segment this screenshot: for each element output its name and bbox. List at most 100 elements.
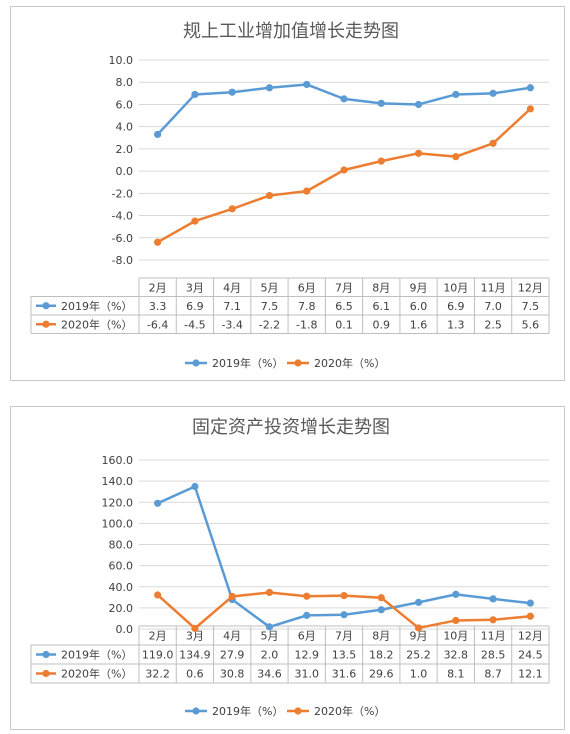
legend-label: 2020年（%） [314, 356, 385, 370]
x-category-label: 5月 [260, 630, 278, 643]
data-point [340, 611, 348, 619]
data-point [340, 166, 348, 174]
legend-marker [192, 359, 200, 367]
table-value: 6.9 [447, 300, 465, 313]
x-category-label: 7月 [335, 630, 353, 643]
data-point [191, 624, 199, 632]
data-point [154, 130, 162, 139]
table-value: 12.9 [294, 649, 319, 662]
data-point [303, 611, 311, 619]
data-point [303, 592, 311, 600]
x-category-label: 9月 [410, 281, 428, 294]
y-tick-label: 80.0 [109, 539, 134, 552]
chart-title: 规上工业增加值增长走势图 [183, 21, 399, 42]
data-point [452, 616, 460, 625]
table-value: -3.4 [221, 318, 242, 331]
table-value: 0.6 [186, 668, 204, 681]
legend-label: 2020年（%） [314, 704, 385, 718]
data-point [526, 612, 534, 620]
data-point [191, 217, 199, 225]
table-value: 24.5 [518, 649, 543, 662]
table-value: -4.5 [184, 318, 205, 331]
series-line-2 [156, 107, 532, 244]
table-value: 7.8 [298, 300, 316, 313]
table-value: 32.2 [145, 668, 170, 681]
table-value: 31.0 [294, 668, 319, 681]
table-legend-marker [42, 302, 50, 310]
y-tick-label: -6.0 [112, 232, 133, 245]
table-series-name: 2020年（%） [61, 667, 132, 681]
data-point [340, 592, 348, 600]
data-point [303, 187, 311, 195]
data-point [526, 84, 534, 92]
data-point [489, 139, 497, 147]
table-value: 18.2 [369, 649, 394, 662]
x-category-label: 2月 [149, 281, 167, 294]
table-value: 8.7 [484, 668, 502, 681]
data-point [452, 590, 460, 598]
table-value: 27.9 [220, 649, 245, 662]
data-point [377, 157, 385, 165]
table-value: 7.5 [522, 300, 540, 313]
table-value: 2.0 [261, 649, 279, 662]
table-series-name: 2019年（%） [61, 648, 132, 662]
data-point [154, 238, 162, 246]
table-value: 6.9 [186, 300, 204, 313]
table-legend-marker [42, 650, 50, 659]
table-legend-marker [42, 669, 50, 678]
table-value: 8.1 [447, 668, 465, 681]
y-tick-label: 160.0 [102, 454, 134, 467]
table-value: 30.8 [220, 668, 245, 681]
y-tick-label: -4.0 [112, 210, 133, 223]
table-value: 28.5 [481, 649, 506, 662]
table-value: 6.0 [410, 300, 428, 313]
legend-marker [294, 359, 302, 367]
table-value: 5.6 [522, 318, 540, 331]
table-value: 6.1 [373, 300, 391, 313]
table-value: 34.6 [257, 668, 282, 681]
y-tick-label: 0.0 [116, 165, 134, 178]
table-value: 7.5 [261, 300, 279, 313]
y-tick-label: 100.0 [102, 517, 134, 530]
data-point [228, 88, 236, 96]
legend-marker [294, 707, 302, 715]
series-line-1 [156, 485, 532, 629]
x-category-label: 11月 [481, 281, 506, 294]
x-category-label: 5月 [260, 281, 278, 294]
data-point [452, 90, 460, 99]
legend-label: 2019年（%） [212, 704, 283, 718]
y-tick-label: 4.0 [116, 121, 134, 134]
table-value: 0.9 [373, 318, 391, 331]
table-value: 119.0 [142, 649, 174, 662]
data-point [303, 80, 311, 89]
table-value: 6.5 [335, 300, 353, 313]
table-value: 7.1 [223, 300, 241, 313]
table-value: 31.6 [332, 668, 357, 681]
x-category-label: 10月 [443, 281, 468, 294]
x-category-label: 3月 [186, 630, 204, 643]
data-point [414, 624, 423, 632]
data-point [452, 153, 460, 161]
table-value: 1.3 [447, 318, 465, 331]
fixed-asset-investment-chart: 固定资产投资增长走势图 160.0 140.0 120.0 100.0 80.0 60.0 4… [30, 417, 550, 718]
table-value: 7.0 [484, 300, 502, 313]
data-point [414, 149, 423, 157]
x-category-label: 12月 [518, 630, 543, 643]
table-value: 1.0 [410, 668, 428, 681]
x-category-label: 11月 [481, 630, 506, 643]
table-series-name: 2020年（%） [61, 317, 132, 331]
table-value: 13.5 [332, 649, 357, 662]
table-value: 12.1 [518, 668, 543, 681]
table-legend-marker [42, 320, 50, 328]
data-point [377, 594, 385, 602]
data-point [228, 592, 236, 601]
y-tick-label: 6.0 [116, 98, 134, 111]
table-value: -6.4 [147, 318, 168, 331]
y-tick-label: 10.0 [109, 54, 134, 67]
data-point [154, 591, 162, 599]
x-category-label: 8月 [372, 281, 390, 294]
data-point [377, 99, 385, 107]
x-category-label: 7月 [335, 281, 353, 294]
y-tick-label: -2.0 [112, 187, 133, 200]
table-value: 0.1 [335, 318, 353, 331]
